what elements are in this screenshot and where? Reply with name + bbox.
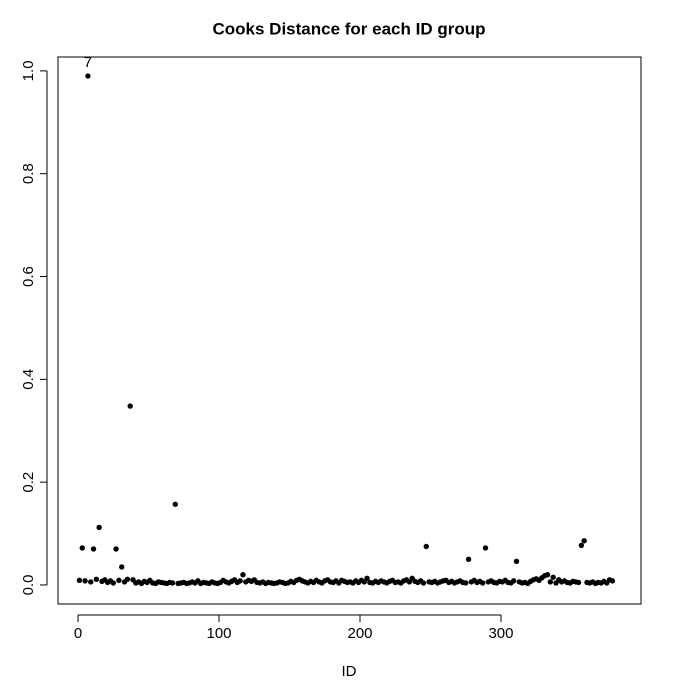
x-tick-label: 100 — [206, 625, 231, 642]
point — [510, 578, 517, 584]
point — [479, 580, 486, 586]
point — [113, 546, 119, 552]
y-tick-label: 1.0 — [20, 60, 37, 81]
point — [237, 578, 243, 584]
point — [544, 571, 551, 578]
point — [124, 576, 131, 583]
y-tick-label: 0.6 — [20, 266, 37, 287]
chart-title: Cooks Distance for each ID group — [213, 19, 486, 38]
point — [482, 545, 489, 551]
annotation: 7 — [84, 54, 92, 71]
point — [119, 564, 125, 570]
point — [581, 538, 587, 544]
point — [463, 580, 469, 586]
point — [88, 579, 94, 585]
point — [364, 575, 370, 581]
point — [82, 578, 88, 584]
point — [110, 580, 116, 586]
point — [575, 579, 582, 586]
point — [96, 524, 102, 531]
point — [465, 556, 472, 562]
point — [169, 580, 176, 586]
x-axis-label: ID — [342, 663, 357, 680]
plot-box — [57, 56, 642, 605]
x-tick-label: 200 — [347, 625, 372, 642]
point — [85, 73, 91, 79]
x-tick-label: 0 — [74, 625, 82, 642]
y-tick-label: 0.0 — [20, 575, 37, 596]
point — [240, 571, 246, 578]
x-tick-label: 300 — [488, 625, 513, 642]
point — [513, 558, 520, 565]
point — [420, 580, 427, 586]
point — [76, 577, 83, 584]
point — [578, 542, 585, 549]
point — [116, 577, 122, 584]
point — [172, 501, 179, 507]
point — [609, 578, 616, 584]
point — [127, 403, 133, 409]
point — [93, 576, 100, 583]
y-tick-label: 0.2 — [20, 472, 37, 493]
point — [547, 579, 554, 585]
point — [79, 545, 85, 551]
y-tick-label: 0.8 — [20, 163, 37, 184]
point — [423, 543, 429, 550]
point — [550, 574, 556, 580]
point — [90, 546, 97, 552]
y-tick-label: 0.4 — [20, 369, 37, 390]
